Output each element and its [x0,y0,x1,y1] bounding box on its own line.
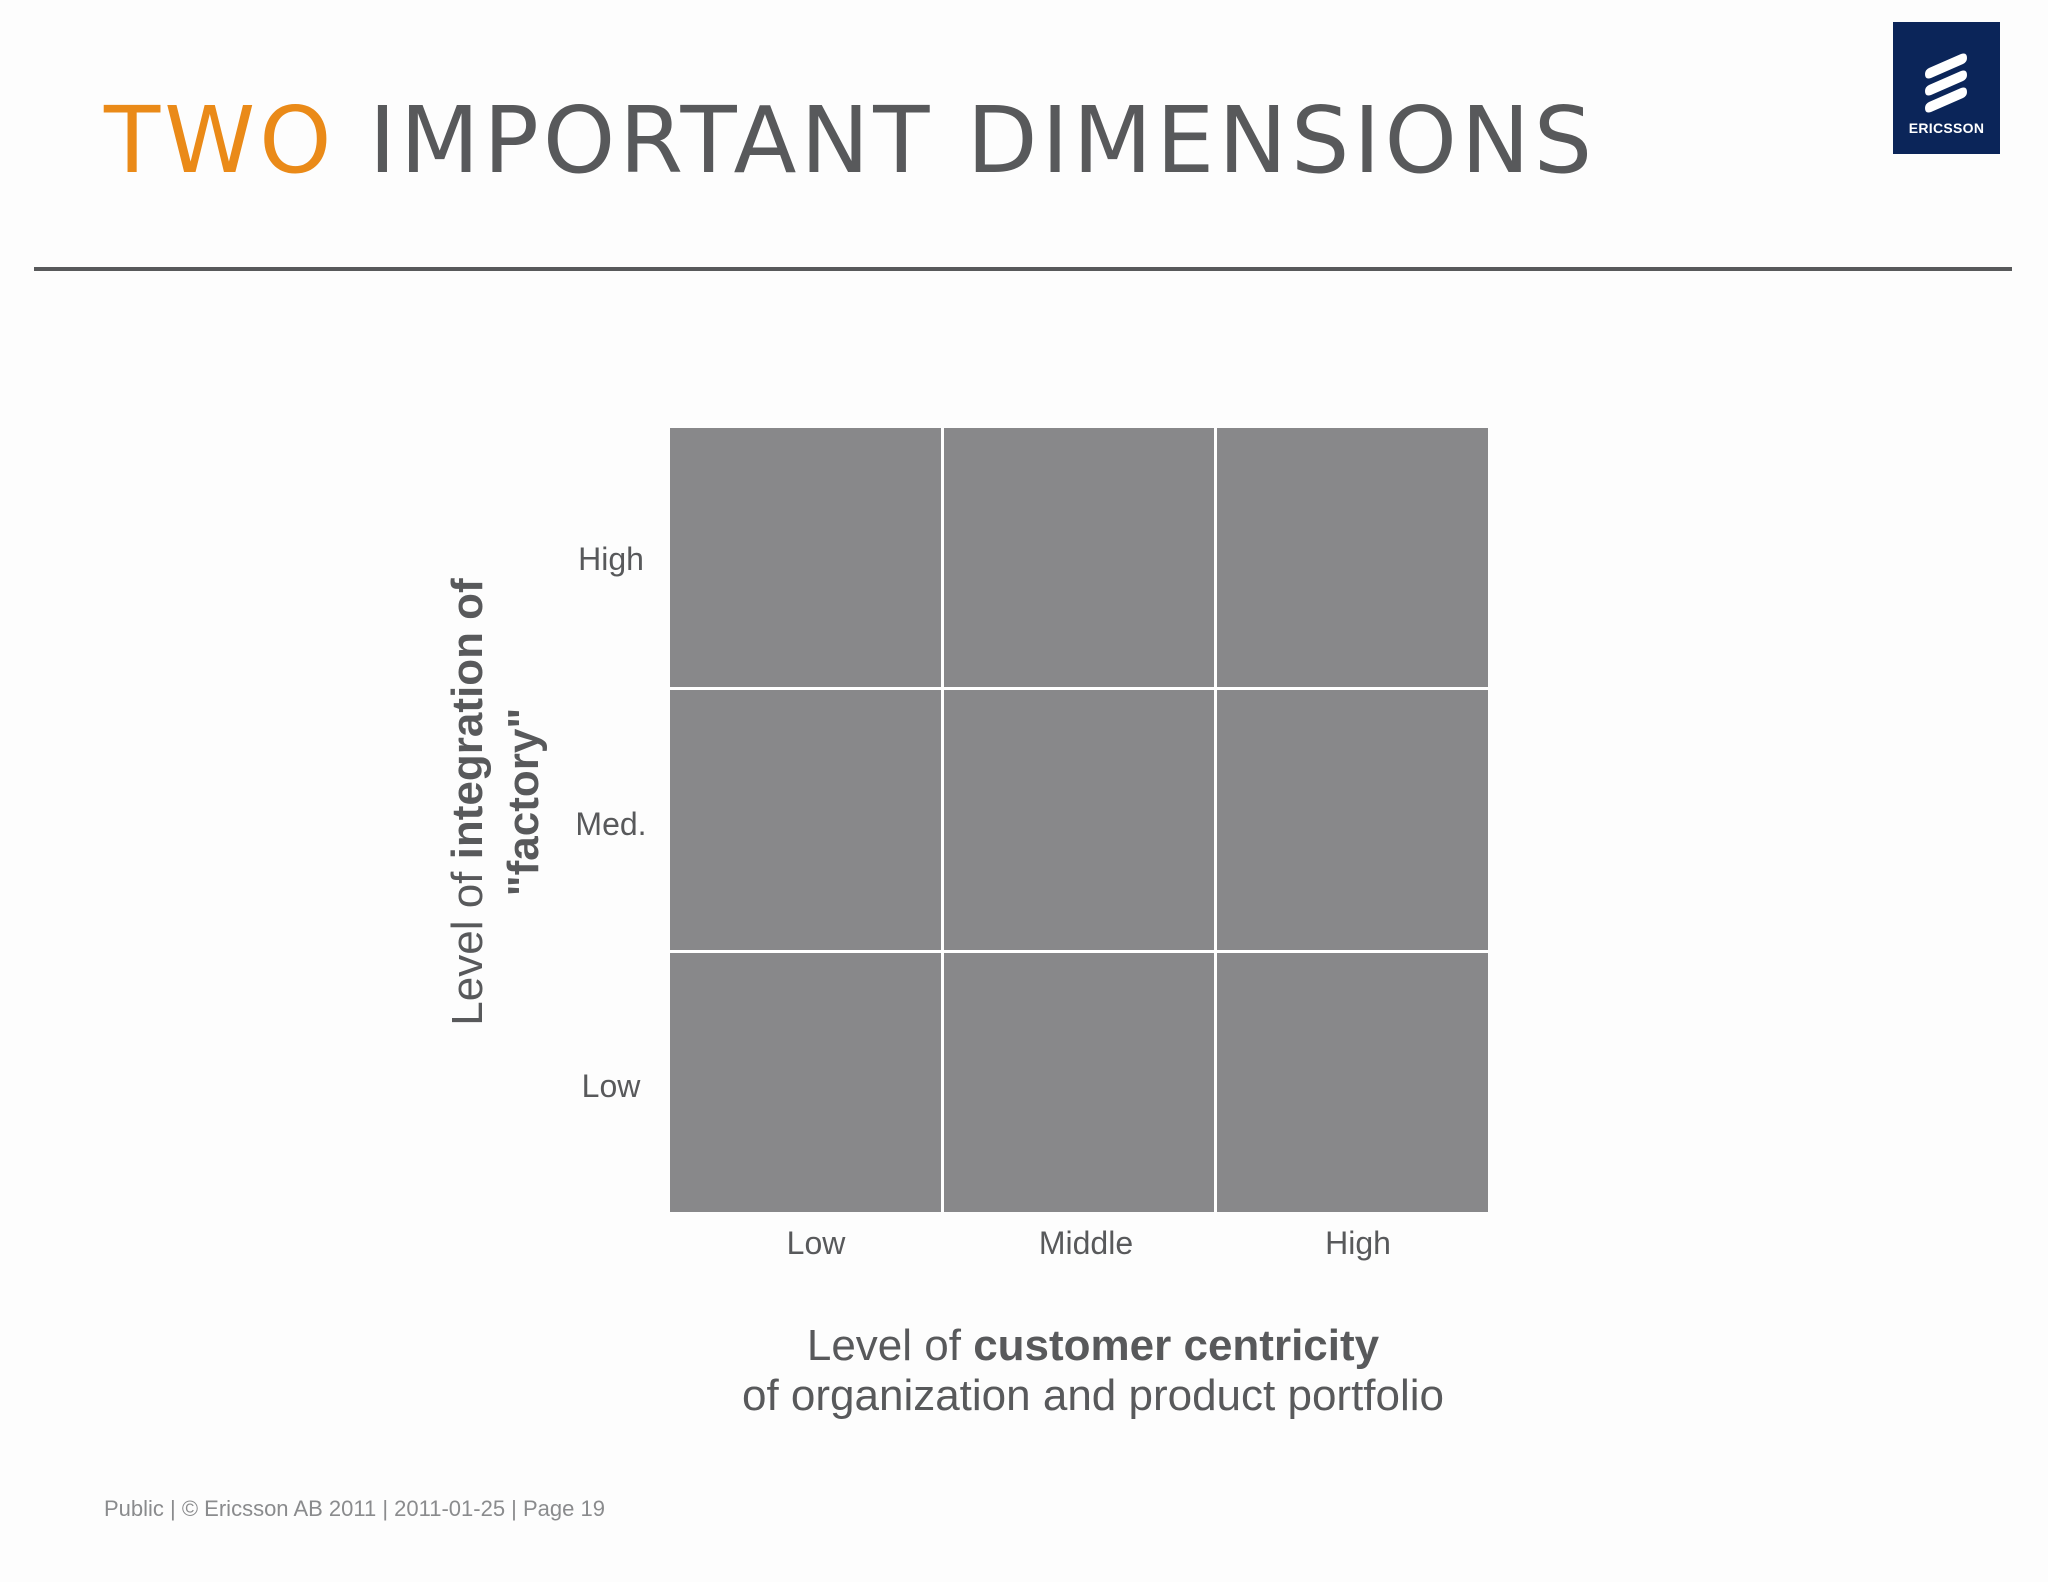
logo-stripe-top [1925,53,1967,79]
matrix-cell-med-middle [943,690,1215,950]
ericsson-logo: ERICSSON [1893,22,2000,154]
x-tick-middle: Middle [1038,1225,1134,1261]
y-tick-low: Low [581,1068,641,1104]
x-axis-label: Level of customer centricity of organiza… [593,1321,1593,1421]
title-divider [34,267,2012,271]
matrix-cell-med-high [1217,690,1488,950]
y-axis-label-line2: "factory" [496,502,552,1102]
slide-title: TWO IMPORTANT DIMENSIONS [104,95,1596,187]
x-axis-label-line1: Level of customer centricity [593,1321,1593,1371]
matrix-cell-high-low [670,428,941,688]
y-axis-label-bold: integration of [443,578,492,860]
x-axis-label-line2: of organization and product portfolio [741,1371,1445,1420]
y-tick-med: Med. [575,806,647,842]
matrix-cell-low-high [1217,952,1488,1212]
logo-wordmark: ERICSSON [1908,120,1985,136]
ericsson-logo-icon [1925,53,1967,113]
matrix-cell-high-high [1217,428,1488,688]
x-axis-label-bold: customer centricity [973,1321,1380,1370]
y-axis-label: Level of integration of "factory" [440,502,552,1102]
x-tick-low: Low [786,1225,846,1261]
matrix-cell-low-low [670,952,941,1212]
y-tick-high: High [578,541,644,577]
slide-footer: Public | © Ericsson AB 2011 | 2011-01-25… [104,1496,605,1521]
matrix-grid [670,428,1488,1212]
title-rest: IMPORTANT DIMENSIONS [368,87,1597,194]
title-accent: TWO [104,87,336,194]
y-axis-label-plain: Level of [443,859,492,1026]
x-axis-label-plain: Level of [806,1321,974,1370]
x-tick-high: High [1325,1225,1391,1261]
matrix-cell-low-middle [943,952,1215,1212]
matrix-cell-high-middle [943,428,1215,688]
y-axis-label-line1: Level of integration of [440,502,496,1102]
y-axis-label-bold-2: "factory" [499,707,548,897]
logo-stripe-middle [1925,70,1967,96]
matrix-cell-med-low [670,690,941,950]
logo-stripe-bottom [1925,87,1967,113]
